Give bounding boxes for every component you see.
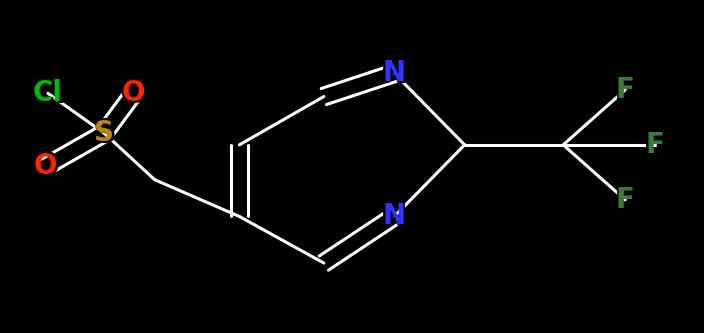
Text: S: S <box>94 119 114 147</box>
Text: Cl: Cl <box>30 77 65 110</box>
Text: N: N <box>383 59 406 87</box>
Text: O: O <box>122 79 146 107</box>
Text: Cl: Cl <box>33 79 63 107</box>
Text: S: S <box>92 117 116 150</box>
Text: O: O <box>34 153 58 180</box>
Text: N: N <box>383 202 406 230</box>
Text: N: N <box>380 57 408 90</box>
Text: F: F <box>614 73 636 107</box>
Text: N: N <box>380 200 408 233</box>
Text: F: F <box>614 183 636 216</box>
Text: F: F <box>616 186 634 214</box>
Text: O: O <box>32 150 60 183</box>
Text: F: F <box>646 131 664 159</box>
Text: F: F <box>643 128 666 162</box>
Text: F: F <box>616 76 634 104</box>
Text: O: O <box>120 77 148 110</box>
